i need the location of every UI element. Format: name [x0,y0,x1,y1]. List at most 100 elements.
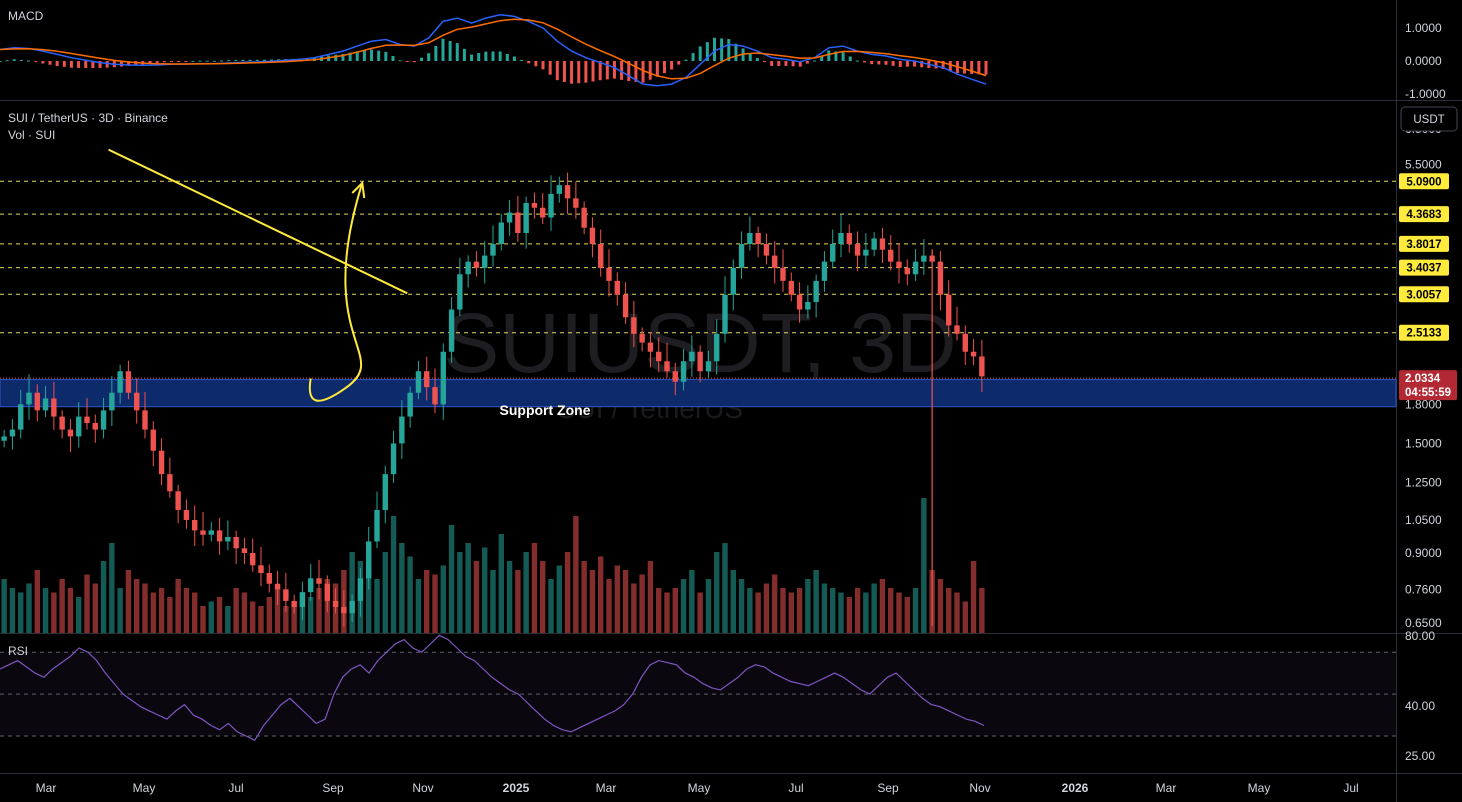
macd-histogram-bar [177,61,181,62]
macd-histogram-bar [520,59,524,61]
candle [208,522,214,542]
candle [407,386,413,428]
volume-bar [183,588,190,633]
macd-histogram-bar [605,61,609,80]
support-zone-label: Support Zone [500,402,591,418]
volume-bar [440,565,446,633]
candle [283,572,289,612]
symbol-title[interactable]: SUI / TetherUS · 3D · Binance [8,111,168,125]
candle [175,484,181,524]
volume-bar [448,525,455,633]
candle [134,378,140,424]
macd-pane[interactable] [0,14,988,87]
volume-bar [92,583,98,633]
volume-subtitle: Vol · SUI [8,128,55,142]
macd-histogram-bar [784,61,788,66]
time-axis-tick: May [1248,781,1271,795]
macd-histogram-bar [462,48,466,61]
macd-histogram-bar [863,61,867,63]
candle [979,339,985,392]
macd-histogram-bar [248,59,252,61]
macd-histogram-bar [548,61,552,75]
macd-histogram-bar [662,61,666,74]
price-axis[interactable]: 1.0000 0.0000 -1.0000 5.0900 4.3683 3.8017 3.4… [1399,21,1457,763]
time-axis-tick: 2025 [503,781,530,795]
currency-button[interactable] [1400,106,1458,132]
macd-histogram-bar [677,61,681,65]
candle [183,499,190,529]
volume-bar [424,570,430,633]
candlesticks[interactable] [1,172,985,627]
macd-histogram-bar [534,61,538,67]
drawings[interactable] [108,148,408,402]
candle [531,192,538,219]
candle [556,176,562,203]
macd-histogram-bar [805,61,809,64]
macd-histogram-bar [398,60,402,62]
candle [647,332,654,368]
volume-bar [830,588,836,633]
macd-histogram-bar [577,61,581,84]
macd-histogram-bar [119,61,123,67]
rsi-pane[interactable] [0,634,1396,741]
macd-histogram-bar [855,60,859,62]
volume-bar [216,597,223,633]
candle [9,419,16,450]
macd-histogram-bar [69,61,73,68]
volume-bar [515,570,521,633]
level-tag [1399,286,1449,303]
volume-bar [639,574,645,633]
macd-histogram-bar [684,59,688,61]
price-axis-tick: 1.5000 [1405,436,1442,450]
volume-bar [490,570,496,633]
descending-trendline[interactable] [108,148,408,295]
volume-bar [912,588,919,633]
macd-line [0,14,987,87]
candle [192,505,198,547]
candle [921,239,927,275]
volume-bar [84,574,90,633]
support-zone[interactable] [0,379,1397,408]
macd-histogram-bar [970,61,974,74]
volume-bar [59,579,65,633]
volume-bar [498,534,504,633]
macd-histogram-bar [198,60,202,62]
candle [390,430,397,483]
candle [954,306,960,341]
volume-bar [175,579,181,633]
macd-histogram-bar [813,60,817,62]
candle [216,517,223,555]
time-axis[interactable]: Mar May Jul Sep Nov 2025 Mar May Jul Sep Nov 2026 Ma… [36,781,1359,795]
macd-histogram-bar [612,61,616,79]
macd-signal-line [0,18,987,80]
time-axis-tick: May [133,781,156,795]
volume-bar [664,592,670,633]
candle [457,257,463,317]
candle [167,457,173,498]
macd-histogram-bar [270,59,274,61]
macd-histogram-bar [127,61,131,66]
candle [42,385,49,417]
candle [274,571,281,605]
macd-histogram-bar [370,49,374,61]
candle [523,196,529,249]
candle [490,225,496,267]
volume-bar [349,552,355,633]
candle [614,272,620,306]
volume-bar [780,588,786,633]
candle [639,327,645,352]
candle [324,575,330,612]
macd-histogram-bar [27,60,31,62]
macd-histogram-bar [362,50,366,61]
macd-histogram-bar [348,52,352,61]
candle [76,402,82,448]
projection-arrow-path[interactable] [308,182,364,402]
volume-bar [564,552,571,633]
candle [399,400,405,460]
candle [871,232,877,257]
volume-bar [854,588,861,633]
volume-bar [390,516,397,633]
time-axis-tick: Jul [788,781,803,795]
candle [308,563,314,601]
